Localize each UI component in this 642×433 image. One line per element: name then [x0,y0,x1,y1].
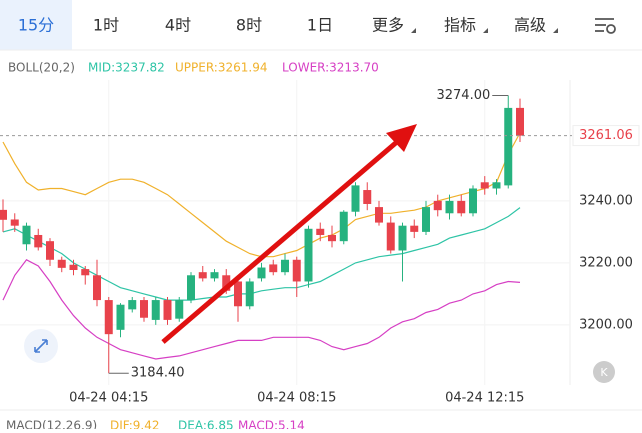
candle-body [81,269,90,276]
macd-dif: DIF:9.42 [110,419,160,430]
boll-line [2,207,521,301]
macd-value: MACD:5.14 [238,419,305,430]
tab[interactable]: 1日 [307,16,333,35]
candle-body [445,200,454,214]
candle-body [398,225,407,251]
candle-body [187,275,195,301]
last-price-box [572,125,640,147]
candle-body [163,300,172,320]
x-tick-label: 04-24 12:15 [445,391,524,406]
candle-body [469,188,477,214]
indicator-mid: MID:3237.82 [88,61,165,75]
tab-caret [483,28,488,33]
candle-body [140,300,148,318]
tab-caret [411,28,416,33]
candle-body [93,275,101,301]
last-price-label: 3261.06 [579,128,633,143]
zoom-button[interactable] [24,329,58,363]
y-tick-label: 3220.00 [579,255,633,270]
candle-body [46,241,54,260]
macd-dea: DEA:6.85 [178,419,234,430]
candle-body [269,264,278,273]
candle-body [480,182,489,189]
candle-body [10,219,19,226]
tab-caret [553,28,558,33]
candle-body [433,200,442,211]
candle-body [281,259,289,273]
candle-body [198,272,207,279]
candle-body [339,211,348,242]
candle-body [128,300,137,310]
candle-body [57,259,66,268]
toolbar [0,0,642,50]
candle-body [210,272,219,279]
candle-body [504,107,513,186]
candle-body [175,300,184,319]
candle-body [422,207,430,232]
annotation-label: 3274.00 [436,88,490,103]
candle-body [351,185,360,212]
tab-selected-bg [0,0,72,50]
candle-body [304,228,313,282]
tab[interactable]: 15分 [18,16,54,35]
trend-arrow [161,124,417,344]
candle-body [151,300,160,320]
candle-body [492,182,501,189]
tab[interactable]: 指标 [444,16,476,35]
candle-body [22,225,31,245]
candle-body [328,234,336,242]
candle-body [410,225,419,232]
y-tick-label: 3240.00 [579,193,633,208]
candle-body [234,281,242,307]
x-tick-label: 04-24 04:15 [69,391,148,406]
candle-body [34,234,43,248]
tab[interactable]: 8时 [236,16,262,35]
tab[interactable]: 高级 [514,16,546,35]
tab[interactable]: 更多 [372,16,404,35]
candle-body [375,207,383,223]
candle-body [104,300,113,335]
candle-body [116,304,125,330]
candle-body [0,209,7,220]
candle-body [386,222,395,251]
boll-line [2,132,521,258]
settings-icon[interactable] [595,18,616,34]
candle-body [245,281,254,307]
candle-body [363,190,372,204]
boll-line [2,259,521,360]
y-tick-label: 3200.00 [579,317,633,332]
candle-body [516,107,524,136]
svg-text:K: K [600,366,608,379]
candle-body [222,275,231,291]
candle-body [316,228,325,235]
x-tick-label: 04-24 08:15 [257,391,336,406]
plot: 3200.00 3220.00 3240.00 04-24 04:15 04-24 08… [0,80,640,406]
candle-body [457,200,466,214]
candle-body [257,267,266,279]
indicator-name: BOLL(20,2) [8,61,75,75]
tab[interactable]: 4时 [165,16,191,35]
macd-name: MACD(12,26,9) [6,419,97,430]
tabs: 15分 1时 4时 8时 1日 更多 指标 高级 [18,16,558,35]
indicator-lower: LOWER:3213.70 [282,61,379,75]
candle-body [69,264,78,271]
k-button[interactable]: K [593,361,615,383]
candle-body [292,259,301,282]
annotation-label: 3184.40 [131,366,185,381]
tab[interactable]: 1时 [93,16,119,35]
indicator-upper: UPPER:3261.94 [175,61,267,75]
